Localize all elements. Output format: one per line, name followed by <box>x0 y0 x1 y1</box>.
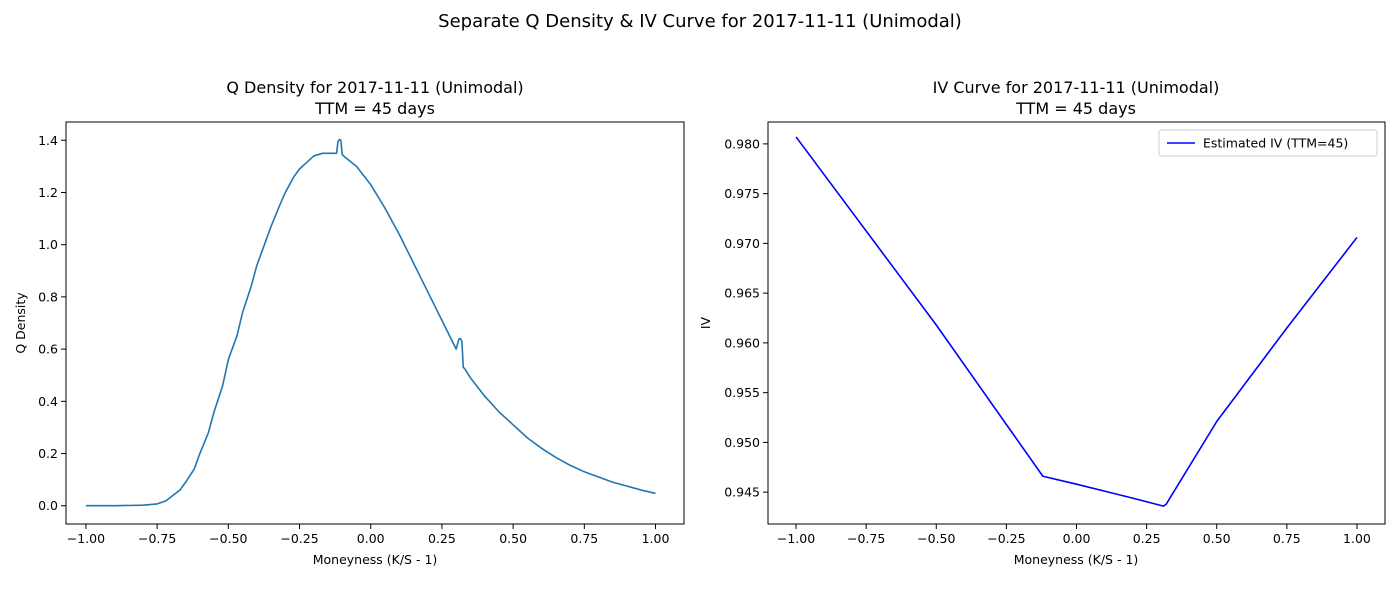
x-tick-label: −0.25 <box>280 531 318 546</box>
x-tick-label: 0.25 <box>1133 531 1161 546</box>
y-tick-label: 0.965 <box>724 286 760 301</box>
x-tick-label: 0.75 <box>570 531 598 546</box>
q-density-chart: Q Density for 2017-11-11 (Unimodal) TTM … <box>13 78 685 567</box>
x-tick-label: −0.50 <box>917 531 955 546</box>
y-tick-label: 0.960 <box>724 335 760 350</box>
x-tick-label: 1.00 <box>1343 531 1371 546</box>
x-tick-label: 0.00 <box>357 531 385 546</box>
q-density-x-axis-label: Moneyness (K/S - 1) <box>313 552 438 567</box>
y-tick-label: 0.955 <box>724 385 760 400</box>
q-density-title-line2: TTM = 45 days <box>314 99 435 118</box>
y-tick-label: 0.0 <box>38 498 58 513</box>
q-density-x-ticks: −1.00 −0.75 −0.50 −0.25 0.00 0.25 0.50 0.75 1.00 <box>67 524 670 546</box>
x-tick-label: −0.75 <box>847 531 885 546</box>
x-tick-label: 0.50 <box>1203 531 1231 546</box>
iv-curve-y-ticks: 0.945 0.950 0.955 0.960 0.965 0.970 0.975 0.980 <box>724 136 768 500</box>
x-tick-label: −0.75 <box>138 531 176 546</box>
y-tick-label: 1.4 <box>38 133 58 148</box>
y-tick-label: 0.950 <box>724 435 760 450</box>
q-density-y-axis-label: Q Density <box>13 292 28 354</box>
iv-curve-y-axis-label: IV <box>698 316 713 329</box>
y-tick-label: 1.2 <box>38 185 58 200</box>
q-density-plot-area <box>85 138 656 507</box>
q-density-series-line-0 <box>85 138 656 507</box>
iv-curve-title-line1: IV Curve for 2017-11-11 (Unimodal) <box>933 78 1220 97</box>
y-tick-label: 0.975 <box>724 186 760 201</box>
y-tick-label: 0.6 <box>38 342 58 357</box>
y-tick-label: 1.0 <box>38 237 58 252</box>
x-tick-label: −0.50 <box>209 531 247 546</box>
y-tick-label: 0.980 <box>724 136 760 151</box>
iv-curve-plot-area <box>795 136 1358 507</box>
iv-curve-legend: Estimated IV (TTM=45) <box>1158 129 1378 157</box>
iv-curve-x-ticks: −1.00 −0.75 −0.50 −0.25 0.00 0.25 0.50 0.75 1.00 <box>777 524 1371 546</box>
y-tick-label: 0.2 <box>38 446 58 461</box>
iv-curve-series-line-0 <box>795 136 1358 507</box>
x-tick-label: 1.00 <box>642 531 670 546</box>
x-tick-label: 0.75 <box>1273 531 1301 546</box>
x-tick-label: −1.00 <box>777 531 815 546</box>
q-density-y-ticks: 0.0 0.2 0.4 0.6 0.8 1.0 1.2 1.4 <box>38 133 66 513</box>
iv-curve-title-line2: TTM = 45 days <box>1015 99 1136 118</box>
x-tick-label: −0.25 <box>987 531 1025 546</box>
x-tick-label: −1.00 <box>67 531 105 546</box>
y-tick-label: 0.8 <box>38 289 58 304</box>
iv-curve-chart: IV Curve for 2017-11-11 (Unimodal) TTM =… <box>698 78 1386 567</box>
iv-curve-x-axis-label: Moneyness (K/S - 1) <box>1014 552 1139 567</box>
legend-box <box>1158 129 1378 157</box>
x-tick-label: 0.50 <box>499 531 527 546</box>
x-tick-label: 0.00 <box>1063 531 1091 546</box>
q-density-title-line1: Q Density for 2017-11-11 (Unimodal) <box>226 78 523 97</box>
figure-suptitle: Separate Q Density & IV Curve for 2017-1… <box>438 11 962 32</box>
y-tick-label: 0.4 <box>38 394 58 409</box>
x-tick-label: 0.25 <box>428 531 456 546</box>
y-tick-label: 0.970 <box>724 236 760 251</box>
q-density-axes-frame <box>65 121 685 525</box>
legend-entry-label: Estimated IV (TTM=45) <box>1203 136 1348 151</box>
y-tick-label: 0.945 <box>724 485 760 500</box>
iv-curve-axes-frame <box>767 121 1386 525</box>
